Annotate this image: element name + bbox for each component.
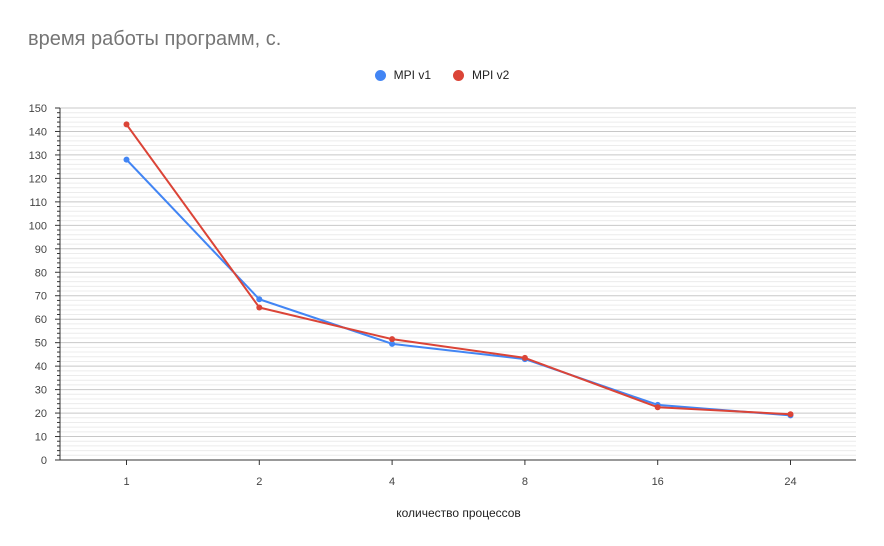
x-axis-label: количество процессов: [396, 506, 521, 520]
data-point-series-2: [521, 354, 528, 361]
y-tick-label: 0: [41, 455, 47, 467]
y-tick-label: 130: [29, 150, 47, 162]
y-tick-label: 10: [35, 432, 47, 444]
y-tick-label: 110: [29, 197, 47, 209]
legend-label-series-2: MPI v2: [472, 68, 510, 82]
data-point-series-2: [256, 304, 263, 311]
y-tick-label: 140: [29, 126, 47, 138]
legend-label-series-1: MPI v1: [393, 68, 431, 82]
y-tick-label: 20: [35, 408, 47, 420]
y-tick-label: 60: [35, 314, 47, 326]
y-tick-label: 100: [29, 220, 47, 232]
data-point-series-1: [123, 156, 130, 163]
y-tick-label: 80: [35, 267, 47, 279]
x-tick-label: 1: [123, 476, 129, 488]
x-tick-label: 24: [784, 476, 796, 488]
y-tick-label: 70: [35, 291, 47, 303]
y-tick-label: 30: [35, 385, 47, 397]
y-tick-label: 40: [35, 361, 47, 373]
y-tick-label: 150: [29, 103, 47, 115]
data-point-series-2: [389, 336, 396, 343]
data-point-series-1: [389, 340, 396, 347]
y-tick-label: 90: [35, 244, 47, 256]
data-point-series-2: [787, 411, 794, 418]
chart-title: время работы программ, с.: [28, 28, 282, 50]
x-tick-label: 2: [256, 476, 262, 488]
legend-item-series-1[interactable]: MPI v1: [374, 68, 431, 82]
y-tick-label: 120: [29, 173, 47, 185]
data-point-series-2: [654, 404, 661, 411]
legend: MPI v1 MPI v2: [0, 68, 884, 82]
x-tick-label: 8: [522, 476, 528, 488]
x-tick-label: 4: [389, 476, 395, 488]
x-tick-label: 16: [652, 476, 664, 488]
legend-swatch-series-2: [453, 69, 464, 81]
legend-item-series-2[interactable]: MPI v2: [453, 68, 509, 82]
series-line-1: [125, 158, 791, 417]
data-point-series-1: [256, 296, 263, 303]
y-tick-label: 50: [35, 338, 47, 350]
legend-swatch-series-1: [374, 69, 386, 81]
series-line-2: [125, 123, 791, 416]
data-point-series-2: [123, 121, 130, 128]
